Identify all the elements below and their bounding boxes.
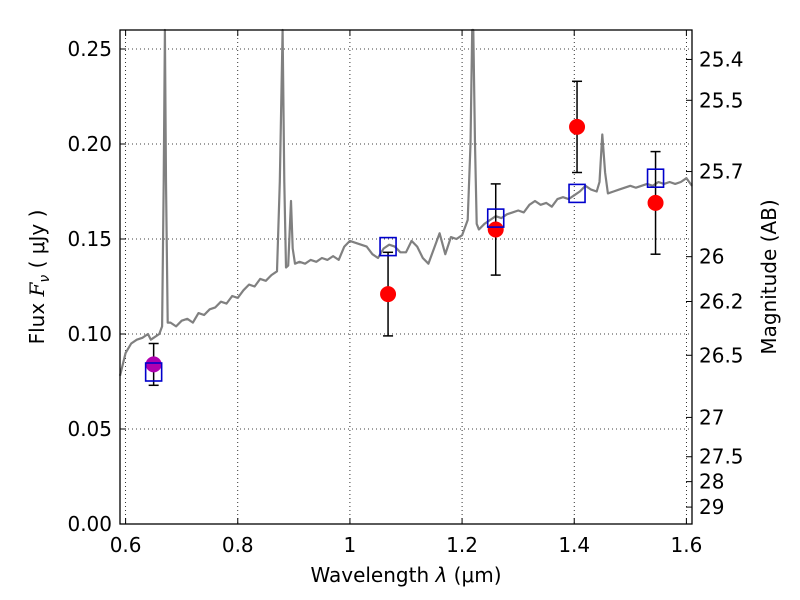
y-axis-ticks: 0.00 0.05 0.10 0.15 0.20 0.25 (67, 37, 126, 536)
y2-tick-label: 27.5 (699, 445, 744, 469)
model-point (144, 362, 163, 382)
model-point (568, 183, 586, 204)
plot-frame (119, 29, 693, 525)
y-axis-label-unit: ( μJy ) (25, 210, 49, 275)
x-axis-label-symbol: λ (434, 563, 447, 587)
data-point (380, 286, 397, 303)
x-axis-ticks: 0.6 0.8 1 1.2 1.4 1.6 (110, 30, 702, 557)
x-tick-label: 0.6 (110, 533, 142, 557)
x-axis-label-prefix: Wavelength (310, 563, 435, 587)
markers (144, 118, 665, 382)
y-tick-label: 0.20 (67, 132, 112, 156)
model-point (646, 168, 665, 188)
x-tick-label: 0.8 (222, 533, 254, 557)
data-point (145, 356, 162, 373)
y-tick-label: 0.15 (67, 227, 112, 251)
y-axis-label-subscript: ν (37, 275, 53, 283)
y2-tick-label: 25.4 (699, 47, 744, 71)
y-axis-label-symbol: F (25, 281, 49, 297)
y2-tick-label: 25.7 (699, 160, 744, 184)
y2-tick-label: 28 (699, 470, 724, 494)
data-point (487, 221, 504, 238)
data-point (647, 194, 664, 211)
y-axis-label-prefix: Flux (25, 296, 49, 344)
y2-tick-label: 29 (699, 495, 724, 519)
model-point (379, 236, 397, 257)
y2-tick-label: 27 (699, 405, 724, 429)
y-axis-label: Flux Fν ( μJy ) (25, 210, 53, 345)
model-point (486, 208, 505, 228)
model-spectrum-line (118, 28, 693, 377)
x-tick-label: 1 (344, 533, 357, 557)
y2-tick-label: 26.5 (699, 343, 744, 367)
x-tick-label: 1.6 (670, 533, 702, 557)
y-tick-label: 0.00 (67, 512, 112, 536)
y2-tick-label: 25.5 (699, 88, 744, 112)
data-point (569, 118, 586, 135)
x-axis-label: Wavelength λ (μm) (310, 563, 501, 587)
plot-background (120, 30, 692, 524)
y2-tick-label: 26.2 (699, 290, 744, 314)
x-tick-label: 1.4 (558, 533, 590, 557)
y-tick-label: 0.25 (67, 37, 112, 61)
y2-axis-label: Magnitude (AB) (757, 199, 781, 354)
y-tick-label: 0.05 (67, 417, 112, 441)
x-axis-label-unit: (μm) (447, 563, 501, 587)
x-tick-label: 1.2 (446, 533, 478, 557)
y2-tick-label: 26 (699, 245, 724, 269)
y-tick-label: 0.10 (67, 322, 112, 346)
